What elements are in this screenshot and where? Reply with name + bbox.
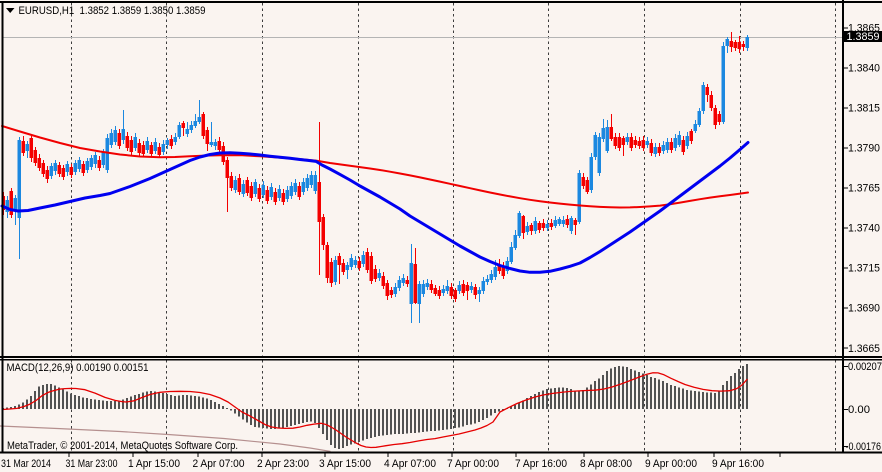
svg-text:MACD(12,26,9) 0.00190 0.00151: MACD(12,26,9) 0.00190 0.00151 — [7, 362, 149, 374]
svg-text:1.3740: 1.3740 — [848, 223, 880, 235]
svg-text:1.3859: 1.3859 — [847, 31, 880, 43]
svg-text:8 Apr 08:00: 8 Apr 08:00 — [580, 458, 632, 470]
svg-text:31 Mar 2014: 31 Mar 2014 — [1, 458, 51, 470]
svg-text:9 Apr 16:00: 9 Apr 16:00 — [712, 458, 764, 470]
svg-text:-0.00176: -0.00176 — [846, 441, 882, 453]
svg-text:4 Apr 07:00: 4 Apr 07:00 — [384, 458, 436, 470]
svg-text:7 Apr 00:00: 7 Apr 00:00 — [447, 458, 499, 470]
svg-text:0.00207: 0.00207 — [848, 361, 882, 373]
svg-text:7 Apr 16:00: 7 Apr 16:00 — [515, 458, 567, 470]
svg-text:1.3690: 1.3690 — [848, 303, 880, 315]
svg-text:3 Apr 15:00: 3 Apr 15:00 — [319, 458, 371, 470]
svg-text:1.3715: 1.3715 — [848, 263, 880, 275]
svg-text:MetaTrader, © 2001-2014, MetaQ: MetaTrader, © 2001-2014, MetaQuotes Soft… — [7, 440, 238, 452]
svg-text:31 Mar 23:00: 31 Mar 23:00 — [66, 458, 118, 470]
svg-text:2 Apr 07:00: 2 Apr 07:00 — [193, 458, 245, 470]
svg-text:1.3765: 1.3765 — [848, 183, 880, 195]
svg-text:9 Apr 00:00: 9 Apr 00:00 — [645, 458, 697, 470]
svg-text:1 Apr 15:00: 1 Apr 15:00 — [128, 458, 180, 470]
svg-text:1.3665: 1.3665 — [848, 343, 880, 355]
svg-text:2 Apr 23:00: 2 Apr 23:00 — [257, 458, 309, 470]
svg-text:1.3840: 1.3840 — [848, 62, 880, 74]
svg-text:1.3790: 1.3790 — [848, 143, 880, 155]
svg-text:0.00: 0.00 — [848, 404, 870, 416]
svg-text:EURUSD,H1 1.3852 1.3859 1.385: EURUSD,H1 1.3852 1.3859 1.3850 1.3859 — [19, 5, 206, 17]
svg-text:1.3815: 1.3815 — [848, 102, 880, 114]
